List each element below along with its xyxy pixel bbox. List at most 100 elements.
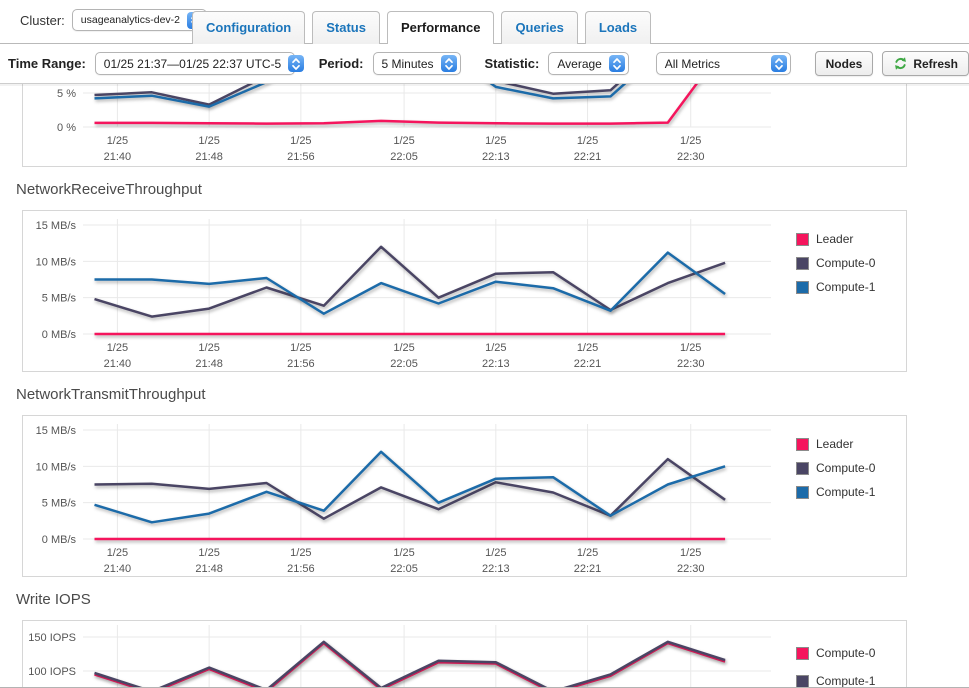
legend-color-swatch: [796, 232, 809, 246]
x-tick-date: 1/25: [393, 342, 414, 354]
legend-color-swatch: [796, 280, 809, 294]
x-tick-time: 22:13: [482, 358, 510, 370]
x-tick-time: 21:40: [104, 563, 132, 575]
chart-panel: 15 MB/s 10 MB/s 5 MB/s 0 MB/s 1/25 21:40 1/25 2…: [22, 415, 907, 577]
legend-color-swatch: [796, 674, 809, 688]
chart-plot: 5 % 0 % 1/25 21:40 1/25 21:48 1/25 21:56 1/25 22:…: [57, 84, 771, 163]
time-range-value: 01/25 21:37—01/25 22:37 UTC-5: [103, 56, 282, 71]
legend-label: Compute-1: [816, 485, 876, 499]
period-select[interactable]: 5 Minutes: [372, 52, 461, 75]
y-tick-label: 100 IOPS: [28, 666, 76, 678]
legend-item: Compute-1: [796, 480, 875, 504]
period-label: Period:: [318, 56, 364, 71]
series-line-compute-0: [94, 457, 726, 520]
x-tick-time: 22:21: [574, 358, 602, 370]
x-tick-time: 22:21: [574, 563, 602, 575]
x-tick-time: 22:30: [677, 151, 705, 163]
x-tick-date: 1/25: [198, 547, 219, 559]
y-tick-label: 15 MB/s: [36, 425, 77, 437]
x-tick-date: 1/25: [680, 547, 701, 559]
chart-toolbar: Time Range: 01/25 21:37—01/25 22:37 UTC-…: [0, 44, 969, 84]
chart-panel: 150 IOPS 100 IOPS Compute-0 Compute-1: [22, 620, 907, 688]
y-tick-label: 150 IOPS: [28, 632, 76, 644]
chart-title: NetworkReceiveThroughput: [16, 181, 202, 198]
legend-item: Leader: [796, 227, 875, 251]
chart-plot: 15 MB/s 10 MB/s 5 MB/s 0 MB/s 1/25 21:40 1/25 2…: [36, 219, 771, 370]
tab-queries[interactable]: Queries: [501, 11, 578, 44]
chart-section-cpu: 5 % 0 % 1/25 21:40 1/25 21:48 1/25 21:56 1/25 22:…: [0, 84, 969, 167]
legend-item: Compute-1: [796, 667, 875, 688]
tab-performance[interactable]: Performance: [386, 11, 495, 45]
axis-labels: 15 MB/s 10 MB/s 5 MB/s 0 MB/s 1/25 21:40 1/25 2…: [36, 425, 705, 575]
x-tick-time: 21:40: [104, 151, 132, 163]
chart-legend: Leader Compute-0 Compute-1: [796, 227, 875, 299]
series-line-compute-1: [94, 450, 726, 524]
select-stepper-icon: [288, 55, 305, 72]
legend-label: Compute-0: [816, 646, 876, 660]
x-tick-time: 22:30: [677, 358, 705, 370]
chart-title: NetworkTransmitThroughput: [16, 386, 206, 403]
gridlines: [83, 424, 771, 540]
refresh-icon: [893, 56, 908, 71]
chart-section-write-iops: Write IOPS 150 IOPS 100 IOPS Compute-0 Comp…: [0, 591, 969, 688]
metrics-value: All Metrics: [664, 56, 721, 71]
x-tick-date: 1/25: [393, 547, 414, 559]
x-tick-time: 22:30: [677, 563, 705, 575]
period-value: 5 Minutes: [381, 56, 434, 71]
cluster-label: Cluster:: [20, 12, 65, 28]
legend-color-swatch: [796, 646, 809, 660]
refresh-button[interactable]: Refresh: [882, 51, 969, 76]
x-tick-date: 1/25: [680, 135, 701, 147]
x-tick-time: 21:48: [195, 563, 223, 575]
tab-status[interactable]: Status: [312, 11, 380, 44]
x-tick-date: 1/25: [198, 342, 219, 354]
x-tick-date: 1/25: [577, 135, 598, 147]
legend-color-swatch: [796, 461, 809, 475]
y-tick-label: 5 MB/s: [42, 498, 77, 510]
tab-loads[interactable]: Loads: [584, 11, 652, 44]
x-tick-time: 22:05: [390, 151, 418, 163]
x-tick-date: 1/25: [485, 342, 506, 354]
gridlines: [83, 219, 771, 335]
time-range-select[interactable]: 01/25 21:37—01/25 22:37 UTC-5: [94, 52, 305, 75]
x-tick-date: 1/25: [290, 547, 311, 559]
cluster-select[interactable]: usageanalytics-dev-2: [71, 9, 208, 31]
x-tick-date: 1/25: [290, 135, 311, 147]
legend-label: Compute-0: [816, 461, 876, 475]
x-tick-time: 22:05: [390, 358, 418, 370]
legend-label: Compute-0: [816, 256, 876, 270]
cluster-tabs-bar: Cluster: usageanalytics-dev-2 Configurat…: [0, 0, 969, 45]
series-line-compute-0: [94, 84, 620, 106]
x-tick-date: 1/25: [198, 135, 219, 147]
x-tick-time: 22:13: [482, 151, 510, 163]
x-tick-date: 1/25: [107, 342, 128, 354]
metrics-select[interactable]: All Metrics: [655, 52, 791, 75]
x-tick-date: 1/25: [680, 342, 701, 354]
axis-labels: 5 % 0 % 1/25 21:40 1/25 21:48 1/25 21:56 1/25 22:…: [57, 88, 704, 163]
statistic-value: Average: [557, 56, 602, 71]
chart-section-network-receive: NetworkReceiveThroughput 15 MB/s 10 MB/s 5…: [0, 181, 969, 372]
series-line-compute-0: [94, 245, 726, 318]
x-tick-time: 22:21: [574, 151, 602, 163]
chart-plot: 15 MB/s 10 MB/s 5 MB/s 0 MB/s 1/25 21:40 1/25 2…: [36, 424, 771, 575]
series-line-leader: [94, 84, 699, 125]
x-tick-date: 1/25: [393, 135, 414, 147]
statistic-label: Statistic:: [484, 56, 540, 71]
select-stepper-icon: [608, 55, 625, 72]
legend-label: Compute-1: [816, 280, 876, 294]
legend-item: Compute-0: [796, 251, 875, 275]
y-tick-label: 5 MB/s: [42, 293, 77, 305]
nodes-button[interactable]: Nodes: [814, 51, 874, 76]
x-tick-date: 1/25: [485, 547, 506, 559]
axis-labels: 15 MB/s 10 MB/s 5 MB/s 0 MB/s 1/25 21:40 1/25 2…: [36, 220, 705, 370]
legend-color-swatch: [796, 485, 809, 499]
legend-color-swatch: [796, 437, 809, 451]
x-tick-date: 1/25: [577, 547, 598, 559]
statistic-select[interactable]: Average: [548, 52, 629, 75]
tab-configuration[interactable]: Configuration: [192, 11, 306, 44]
legend-label: Leader: [816, 232, 854, 246]
legend-item: Leader: [796, 432, 875, 456]
y-tick-label: 10 MB/s: [36, 256, 77, 268]
y-tick-label: 0 %: [57, 122, 76, 134]
x-tick-time: 21:56: [287, 358, 315, 370]
